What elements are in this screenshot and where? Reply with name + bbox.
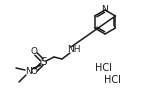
Text: NH: NH: [67, 45, 81, 54]
Text: O: O: [31, 68, 37, 77]
Text: S: S: [41, 57, 47, 67]
Text: N: N: [25, 68, 31, 77]
Text: HCl: HCl: [95, 63, 111, 73]
Text: N: N: [102, 6, 108, 15]
Text: O: O: [31, 47, 37, 56]
Text: HCl: HCl: [104, 75, 120, 85]
